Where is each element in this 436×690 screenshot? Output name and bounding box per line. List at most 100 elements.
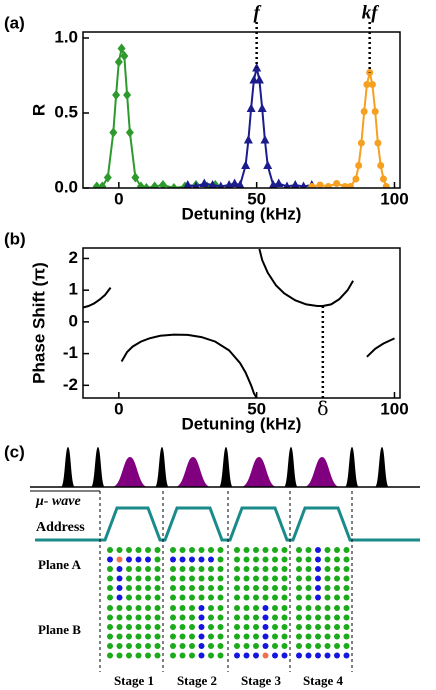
plot-area — [92, 43, 390, 188]
annotation: δ — [317, 398, 328, 420]
atom — [126, 575, 132, 582]
atom — [116, 614, 123, 621]
atom — [179, 585, 186, 591]
atom — [170, 643, 176, 649]
marker — [260, 135, 270, 144]
atom — [217, 566, 224, 572]
atom — [234, 594, 240, 601]
stage-label: Stage 3 — [241, 673, 282, 688]
atom — [217, 652, 224, 659]
series-line — [311, 72, 388, 188]
marker — [243, 135, 253, 144]
atom — [126, 594, 132, 601]
pulse — [61, 447, 75, 487]
atom — [296, 652, 302, 659]
atom — [315, 605, 321, 611]
marker — [169, 183, 178, 188]
atom — [343, 585, 350, 591]
atom — [296, 547, 302, 553]
atom — [343, 614, 350, 621]
atom — [154, 585, 161, 591]
atom — [189, 594, 195, 601]
atom — [243, 643, 250, 649]
marker — [136, 181, 145, 188]
atom — [107, 605, 113, 611]
atom — [253, 585, 259, 591]
atom — [116, 643, 123, 649]
atom — [305, 633, 312, 640]
atom — [198, 643, 205, 649]
atom — [217, 643, 224, 649]
marker — [355, 162, 363, 169]
atom — [126, 605, 132, 611]
atom — [145, 633, 151, 640]
atom — [272, 652, 278, 659]
marker — [300, 181, 307, 188]
atom — [145, 575, 151, 582]
marker — [246, 103, 256, 112]
atom — [262, 633, 269, 640]
panel-label: (a) — [4, 13, 25, 32]
marker — [235, 180, 245, 188]
atom — [208, 633, 214, 640]
atom — [208, 643, 214, 649]
atom — [154, 614, 161, 621]
atom — [145, 556, 151, 563]
atom — [126, 624, 132, 630]
atom — [135, 575, 142, 582]
atom — [217, 585, 224, 591]
atom — [253, 605, 259, 611]
atom — [296, 556, 302, 563]
atom — [179, 624, 186, 630]
atom — [315, 643, 321, 649]
atom — [262, 652, 269, 659]
annotation: f — [253, 2, 261, 23]
atom — [179, 566, 186, 572]
atom — [315, 585, 321, 591]
plot-frame — [82, 31, 401, 189]
atom — [281, 643, 288, 649]
atom — [154, 547, 161, 553]
y-tick-label: 2 — [69, 248, 78, 267]
atom — [324, 652, 331, 659]
marker — [103, 172, 112, 183]
atom — [324, 633, 331, 640]
atom — [253, 652, 259, 659]
marker — [379, 175, 387, 183]
atom — [334, 594, 340, 601]
marker — [112, 90, 121, 100]
atom — [315, 652, 321, 659]
atom — [107, 594, 113, 601]
atom — [234, 566, 240, 572]
atom — [253, 594, 259, 601]
atom — [305, 556, 312, 563]
atom — [272, 575, 278, 582]
atom — [334, 575, 340, 582]
atom — [198, 652, 205, 659]
atom — [135, 605, 142, 611]
atom — [170, 652, 176, 659]
atom — [324, 605, 331, 611]
atom — [243, 605, 250, 611]
atom — [208, 556, 214, 563]
atom — [343, 643, 350, 649]
row-label: Address — [36, 520, 85, 535]
atom — [198, 594, 205, 601]
atom — [253, 624, 259, 630]
atom — [324, 547, 331, 553]
atom — [208, 652, 214, 659]
atom — [198, 547, 205, 553]
atom — [262, 624, 269, 630]
atom — [116, 547, 123, 553]
atom — [281, 605, 288, 611]
y-tick-label: 0.5 — [54, 102, 78, 121]
atom — [243, 556, 250, 563]
atom — [116, 605, 123, 611]
atom — [145, 594, 151, 601]
marker — [333, 180, 341, 187]
marker — [257, 103, 267, 112]
atom — [135, 652, 142, 659]
atom — [179, 605, 186, 611]
address-pulse — [175, 457, 211, 487]
